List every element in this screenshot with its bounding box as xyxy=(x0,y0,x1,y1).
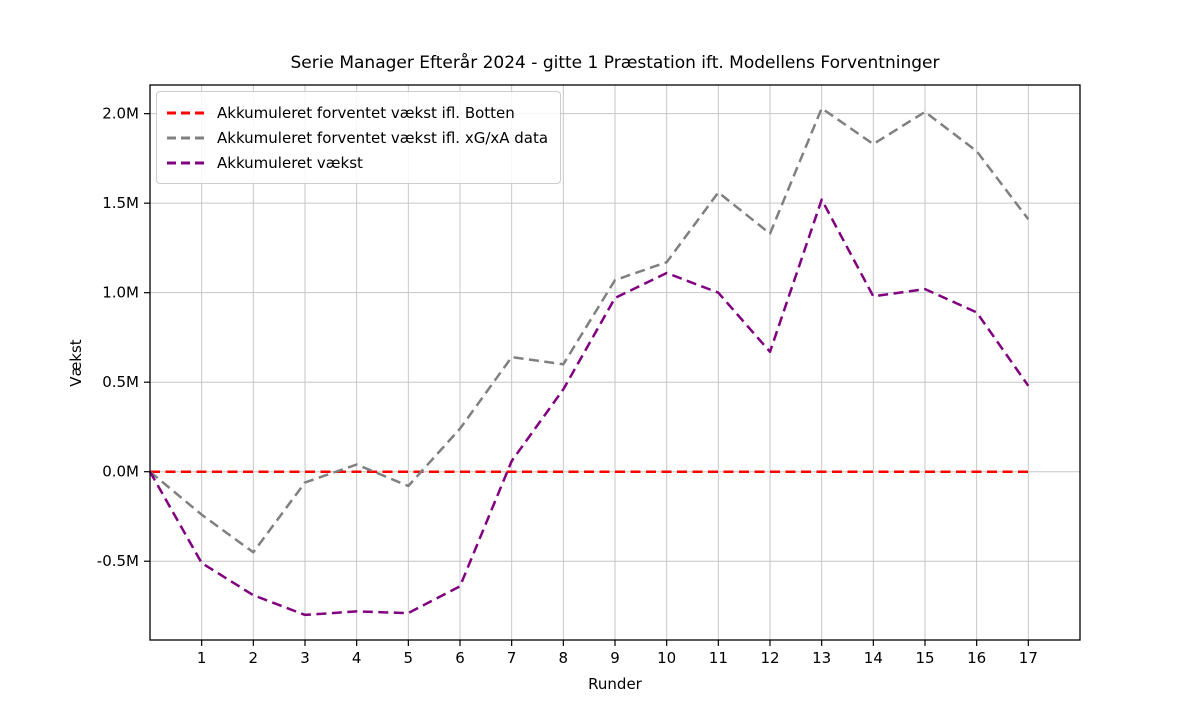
x-tick-label: 16 xyxy=(967,649,986,667)
dashed-line-swatch-red xyxy=(167,111,205,114)
x-tick-label: 12 xyxy=(760,649,779,667)
y-tick-label: -0.5M xyxy=(97,552,139,570)
x-tick-label: 17 xyxy=(1019,649,1038,667)
x-tick-label: 15 xyxy=(915,649,934,667)
x-tick-label: 10 xyxy=(657,649,676,667)
x-tick-label: 3 xyxy=(300,649,310,667)
legend-item-botten: Akkumuleret forventet vækst ifl. Botten xyxy=(167,100,548,125)
x-axis-label: Runder xyxy=(588,675,642,693)
y-tick-label: 0.5M xyxy=(102,373,139,391)
legend-label: Akkumuleret forventet vækst ifl. xG/xA d… xyxy=(217,128,549,147)
x-tick-label: 4 xyxy=(352,649,362,667)
series-line-2 xyxy=(148,198,1030,617)
chart-title: Serie Manager Efterår 2024 - gitte 1 Præ… xyxy=(290,53,940,73)
legend-item-vaekst: Akkumuleret vækst xyxy=(167,150,548,175)
y-axis-label: Vækst xyxy=(67,339,85,387)
legend-label: Akkumuleret vækst xyxy=(217,153,363,172)
x-tick-label: 1 xyxy=(197,649,207,667)
x-tick-label: 8 xyxy=(559,649,569,667)
x-tick-label: 6 xyxy=(455,649,465,667)
x-tick-label: 5 xyxy=(404,649,414,667)
chart-legend: Akkumuleret forventet vækst ifl. Botten … xyxy=(156,91,562,184)
series-lines xyxy=(148,107,1030,617)
y-tick-label: 1.0M xyxy=(102,284,139,302)
x-tick-label: 14 xyxy=(864,649,883,667)
y-tick-label: 0.0M xyxy=(102,463,139,481)
axis-tick-labels: 1 2 3 4 5 6 7 8 9 10 11 12 13 14 15 16 17-0.5M0.0M0.5M1.… xyxy=(97,105,1038,667)
dashed-line-swatch-purple xyxy=(167,161,205,164)
series-line-1 xyxy=(149,107,1030,554)
x-tick-label: 11 xyxy=(709,649,728,667)
legend-item-xgxa: Akkumuleret forventet vækst ifl. xG/xA d… xyxy=(167,125,548,150)
dashed-line-swatch-gray xyxy=(167,136,205,139)
y-tick-label: 2.0M xyxy=(102,105,139,123)
axis-ticks xyxy=(144,113,1029,646)
legend-label: Akkumuleret forventet vækst ifl. Botten xyxy=(217,103,515,122)
y-tick-label: 1.5M xyxy=(102,194,139,212)
x-tick-label: 9 xyxy=(610,649,620,667)
x-tick-label: 13 xyxy=(812,649,831,667)
x-tick-label: 7 xyxy=(507,649,517,667)
x-tick-label: 2 xyxy=(249,649,259,667)
